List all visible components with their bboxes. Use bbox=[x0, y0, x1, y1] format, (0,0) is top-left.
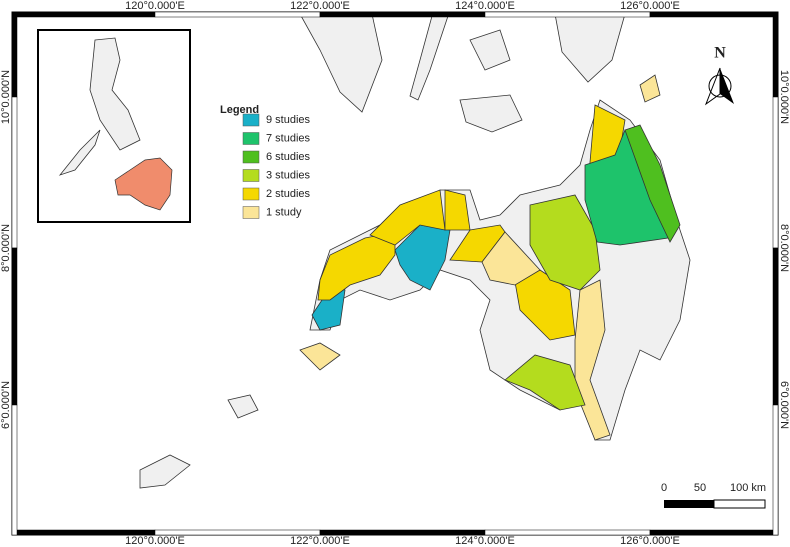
frame-seg bbox=[11, 96, 18, 249]
frame-seg bbox=[319, 11, 486, 18]
inset-mindanao bbox=[114, 157, 173, 211]
frame-seg bbox=[154, 11, 321, 18]
legend-label: 9 studies bbox=[266, 114, 311, 126]
frame-seg bbox=[11, 247, 18, 406]
top-coord: 122°0.000'E bbox=[290, 0, 350, 12]
frame-seg bbox=[772, 404, 779, 536]
top-coord: 120°0.000'E bbox=[125, 0, 185, 12]
frame bbox=[11, 11, 779, 536]
legend-swatch bbox=[242, 113, 260, 127]
legend-label: 1 study bbox=[266, 206, 302, 218]
left-coord: 8°0.000'N bbox=[0, 224, 12, 272]
scale-white bbox=[713, 499, 766, 509]
right-coord: 6°0.000'N bbox=[778, 381, 790, 429]
frame-seg bbox=[772, 11, 779, 98]
arrow-circle bbox=[708, 74, 732, 98]
legend-swatch bbox=[242, 150, 260, 164]
scale-label: 50 bbox=[694, 482, 706, 494]
bottom-coord: 122°0.000'E bbox=[290, 535, 350, 547]
inset-map bbox=[37, 29, 191, 223]
legend-title: Legend bbox=[220, 104, 259, 116]
scale-bar bbox=[664, 499, 766, 509]
bottom-coord: 126°0.000'E bbox=[620, 535, 680, 547]
right-coord: 8°0.000'N bbox=[778, 224, 790, 272]
scale-label: 100 km bbox=[730, 482, 766, 494]
legend-swatch bbox=[242, 187, 260, 201]
regions bbox=[299, 74, 681, 441]
frame-seg bbox=[11, 11, 156, 18]
left-coord: 10°0.000'N bbox=[0, 70, 12, 124]
scale-label: 0 bbox=[661, 482, 667, 494]
legend-label: 2 studies bbox=[266, 188, 311, 200]
top-coord: 126°0.000'E bbox=[620, 0, 680, 12]
north-arrow: N bbox=[704, 45, 734, 106]
bottom-coord: 120°0.000'E bbox=[125, 535, 185, 547]
legend-label: 6 studies bbox=[266, 151, 311, 163]
north-label: N bbox=[714, 45, 726, 62]
right-coord: 10°0.000'N bbox=[778, 70, 790, 124]
arrow-right bbox=[720, 68, 734, 104]
frame-seg bbox=[484, 11, 651, 18]
bottom-coord: 124°0.000'E bbox=[455, 535, 515, 547]
legend-label: 7 studies bbox=[266, 132, 311, 144]
frame-seg bbox=[772, 247, 779, 406]
legend-label: 3 studies bbox=[266, 169, 311, 181]
left-coord: 6°0.000'N bbox=[0, 381, 12, 429]
legend-swatch bbox=[242, 206, 260, 219]
legend-swatch bbox=[242, 169, 260, 182]
frame-seg bbox=[649, 11, 779, 18]
scale-black bbox=[664, 500, 714, 508]
frame-seg bbox=[11, 404, 18, 536]
top-coord: 124°0.000'E bbox=[455, 0, 515, 12]
legend-swatch bbox=[242, 132, 260, 145]
frame-seg bbox=[772, 96, 779, 249]
frame-seg bbox=[11, 11, 18, 98]
